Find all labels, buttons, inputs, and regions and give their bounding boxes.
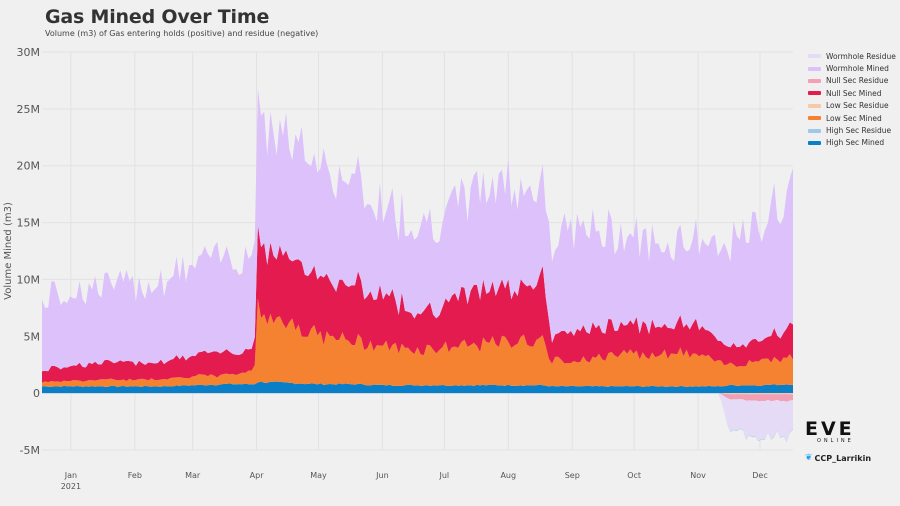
legend-label: Null Sec Mined: [826, 88, 882, 98]
legend-swatch: [808, 103, 821, 108]
y-tick-label: 10M: [17, 273, 41, 286]
legend-label: Wormhole Mined: [826, 64, 889, 74]
legend-label: High Sec Residue: [826, 126, 892, 136]
x-tick-label: Feb: [128, 471, 142, 480]
x-tick-label: Nov: [690, 471, 706, 480]
y-tick-label: 20M: [17, 160, 41, 173]
series-area-low-sec-mined: [42, 298, 793, 387]
x-tick-label: Oct: [627, 471, 641, 480]
y-tick-label: -5M: [20, 444, 40, 457]
eve-logo-subtext: ONLINE: [817, 438, 854, 444]
x-tick-label: Sep: [565, 471, 580, 480]
x-tick-label: Jan: [64, 471, 77, 480]
series-area-high-sec-mined: [42, 381, 793, 394]
series-area-wormhole-residue: [42, 393, 793, 442]
chart-title: Gas Mined Over Time: [45, 6, 270, 28]
y-tick-label: 0: [33, 387, 40, 400]
series-area-null-sec-mined: [42, 225, 793, 383]
y-tick-label: 5M: [24, 330, 41, 343]
x-year-label: 2021: [61, 482, 81, 491]
legend-item: High Sec Residue: [808, 124, 896, 136]
legend-swatch: [808, 54, 821, 59]
legend-item: Wormhole Mined: [808, 62, 896, 74]
legend-swatch: [808, 66, 821, 71]
legend-item: Null Sec Mined: [808, 87, 896, 99]
legend-label: Null Sec Residue: [826, 76, 889, 86]
y-tick-label: 30M: [17, 46, 41, 59]
y-tick-label: 25M: [17, 103, 41, 116]
legend-swatch: [808, 116, 821, 121]
x-tick-label: Aug: [500, 471, 516, 480]
legend-item: High Sec Mined: [808, 137, 896, 149]
chart-subtitle: Volume (m3) of Gas entering holds (posit…: [45, 29, 319, 38]
x-tick-label: Jun: [375, 471, 389, 480]
legend-label: Low Sec Residue: [826, 101, 889, 111]
legend-swatch: [808, 91, 821, 96]
x-tick-label: Jul: [438, 471, 449, 480]
x-tick-label: Mar: [185, 471, 201, 480]
legend-label: High Sec Mined: [826, 138, 885, 148]
chart-legend: Wormhole Residue Wormhole Mined Null Sec R…: [808, 50, 896, 149]
twitter-bird-icon: ❦: [805, 453, 813, 463]
legend-item: Low Sec Residue: [808, 100, 896, 112]
legend-item: Null Sec Residue: [808, 75, 896, 87]
legend-swatch: [808, 128, 821, 133]
legend-label: Low Sec Mined: [826, 113, 882, 123]
x-tick-label: Apr: [250, 471, 265, 480]
author-credit: ❦ CCP_Larrikin: [805, 453, 871, 463]
series-area-wormhole-mined: [42, 88, 793, 372]
author-handle: CCP_Larrikin: [814, 453, 872, 463]
eve-logo: EVE: [805, 418, 855, 440]
legend-swatch: [808, 78, 821, 83]
y-axis-label: Volume Mined (m3): [3, 202, 14, 300]
legend-item: Low Sec Mined: [808, 112, 896, 124]
x-tick-label: May: [310, 471, 327, 480]
series-area-null-sec-residue: [42, 393, 793, 402]
series-area-high-sec-residue: [42, 393, 793, 443]
legend-label: Wormhole Residue: [826, 51, 896, 61]
legend-item: Wormhole Residue: [808, 50, 896, 62]
legend-swatch: [808, 140, 821, 145]
x-tick-label: Dec: [752, 471, 767, 480]
y-tick-label: 15M: [17, 217, 41, 230]
